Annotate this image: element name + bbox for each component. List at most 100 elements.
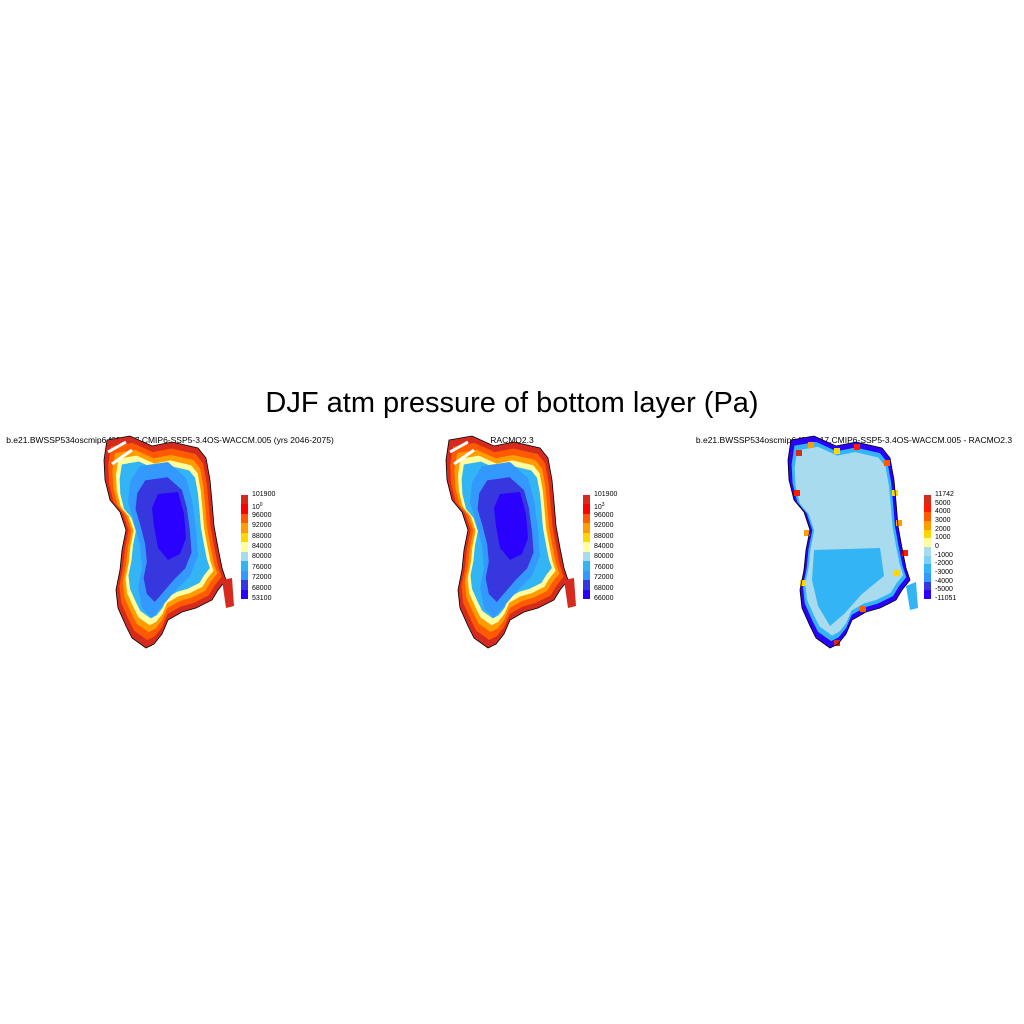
diff-cell xyxy=(796,450,802,456)
colorbar-label: 103 xyxy=(594,502,605,512)
colorbar-label: 2000 xyxy=(935,525,951,533)
colorbar-swatch xyxy=(241,504,248,515)
diff-cell xyxy=(800,580,806,586)
colorbar-swatch xyxy=(924,573,931,583)
colorbar-label: -4000 xyxy=(935,577,953,585)
colorbar-label: 72000 xyxy=(594,574,614,582)
colorbar-swatch xyxy=(583,504,590,515)
colorbar-label: 88000 xyxy=(594,532,614,540)
panel-model: b.e21.BWSSP534oscmip6.f09_g17.CMIP6-SSP5… xyxy=(0,430,340,660)
colorbar-swatch xyxy=(924,521,931,531)
greenland-map xyxy=(445,435,576,649)
colorbar-swatch xyxy=(924,564,931,574)
colorbar-swatch xyxy=(241,580,248,591)
colorbar-label: -1000 xyxy=(935,551,953,559)
coastline xyxy=(787,435,911,649)
coastline xyxy=(445,435,569,649)
colorbar-label: 5000 xyxy=(935,499,951,507)
colorbar-label: 76000 xyxy=(252,563,272,571)
colorbar-label: 68000 xyxy=(252,584,272,592)
panel-title: b.e21.BWSSP534oscmip6.f09_g17.CMIP6-SSP5… xyxy=(695,435,1013,445)
colorbar-swatch xyxy=(924,555,931,565)
colorbar-label: 84000 xyxy=(594,543,614,550)
colorbar-swatch xyxy=(583,551,590,562)
colorbar-label: 92000 xyxy=(594,522,614,530)
diff-cell xyxy=(808,442,814,448)
colorbar-swatch xyxy=(583,532,590,543)
panel-title: RACMO2.3 xyxy=(490,435,534,445)
ice-region-summit xyxy=(494,492,528,560)
greenland-map xyxy=(103,435,234,649)
diff-cell xyxy=(804,530,810,536)
diff-region-south xyxy=(812,548,884,626)
colorbar-swatch xyxy=(241,570,248,581)
island xyxy=(564,578,576,608)
colorbar-swatch xyxy=(924,547,931,557)
diff-cell xyxy=(854,444,860,450)
coastline xyxy=(103,435,227,649)
colorbar-swatch xyxy=(241,542,248,553)
colorbar-swatch xyxy=(924,529,931,539)
colorbar-label: 1000 xyxy=(935,534,951,542)
colorbar-swatch xyxy=(924,512,931,522)
colorbar-swatch xyxy=(241,513,248,524)
colorbar-label: -5000 xyxy=(935,586,953,594)
colorbar-label: -3000 xyxy=(935,569,953,576)
panel-racmo: RACMO2.3 101900 103 96000 92000 88000 84000 80… xyxy=(342,430,682,660)
colorbar-label: 76000 xyxy=(594,563,614,571)
strait xyxy=(107,440,133,466)
panel-difference: b.e21.BWSSP534oscmip6.f09_g17.CMIP6-SSP5… xyxy=(684,430,1024,660)
island xyxy=(906,582,918,610)
colorbar-swatch xyxy=(241,532,248,543)
diff-cell xyxy=(834,448,840,454)
greenland-map xyxy=(787,435,918,649)
colorbar-swatch xyxy=(583,495,590,505)
colorbar-swatch xyxy=(241,589,248,600)
diff-cell xyxy=(794,490,800,496)
colorbar-swatch xyxy=(241,523,248,534)
panel-title: b.e21.BWSSP534oscmip6.f09_g17.CMIP6-SSP5… xyxy=(6,435,334,445)
diff-cell xyxy=(896,520,902,526)
colorbar-label: -11051 xyxy=(935,595,957,602)
diff-cell xyxy=(834,640,840,646)
ice-region-summit xyxy=(152,492,186,560)
colorbar-swatch xyxy=(924,495,931,505)
colorbar-swatch xyxy=(241,551,248,562)
colorbar-label: 92000 xyxy=(252,522,272,530)
colorbar-swatch xyxy=(924,538,931,548)
colorbar-swatch xyxy=(583,580,590,591)
colorbar-label: 0 xyxy=(935,543,939,550)
colorbar-label: 11742 xyxy=(935,491,954,498)
colorbar-label: 100 xyxy=(252,502,263,512)
colorbar-swatch xyxy=(924,581,931,591)
colorbar-swatch xyxy=(924,503,931,513)
colorbar-label: 4000 xyxy=(935,508,951,516)
colorbar-label: 80000 xyxy=(252,553,272,561)
colorbar-swatch xyxy=(583,542,590,553)
strait xyxy=(449,440,475,466)
colorbar-swatch xyxy=(583,589,590,600)
colorbar-label: 84000 xyxy=(252,543,272,550)
colorbar-label: 66000 xyxy=(594,595,614,602)
colorbar-label: 3000 xyxy=(935,517,951,524)
colorbar-label: 88000 xyxy=(252,532,272,540)
colorbar-label: 96000 xyxy=(252,511,272,519)
diff-cell xyxy=(894,570,900,576)
figure-title: DJF atm pressure of bottom layer (Pa) xyxy=(265,387,759,419)
colorbar-swatch xyxy=(583,513,590,524)
colorbar-label: 68000 xyxy=(594,584,614,592)
island xyxy=(222,578,234,608)
colorbar-label: 101900 xyxy=(594,491,618,498)
colorbar-swatch xyxy=(241,495,248,505)
colorbar-swatch xyxy=(583,523,590,534)
colorbar-label: 101900 xyxy=(252,491,276,498)
diff-cell xyxy=(860,606,866,612)
colorbar-swatch xyxy=(583,570,590,581)
diff-cell xyxy=(884,460,890,466)
colorbar-label: 80000 xyxy=(594,553,614,561)
colorbar-swatch xyxy=(924,590,931,600)
colorbar-swatch xyxy=(241,561,248,572)
colorbar-label: 53100 xyxy=(252,595,272,602)
diff-cell xyxy=(902,550,908,556)
colorbar-label: 72000 xyxy=(252,574,272,582)
